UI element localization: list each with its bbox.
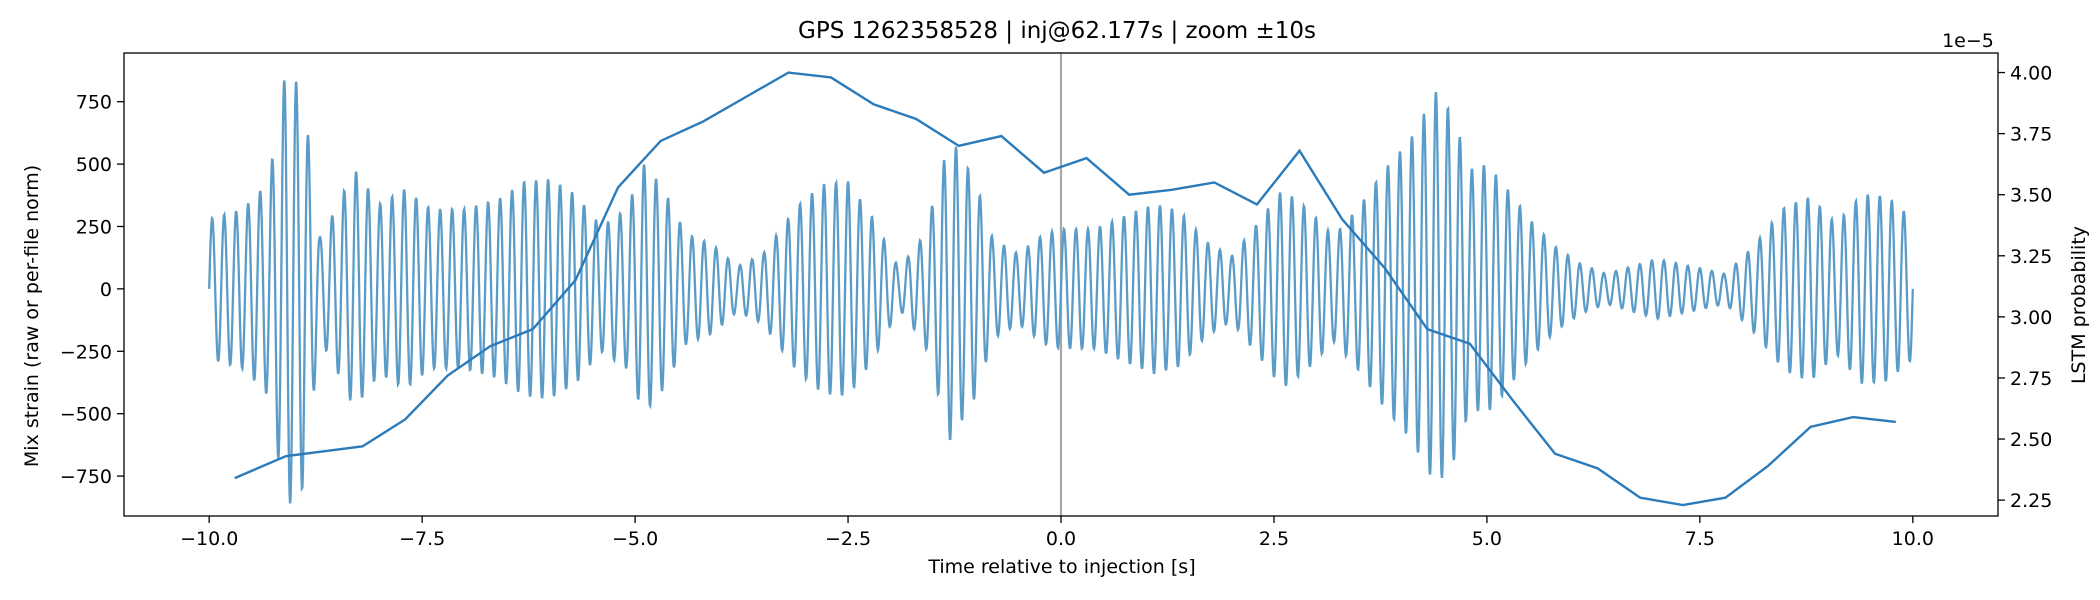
left-y-tick-label: −250 [60,341,112,363]
chart-title: GPS 1262358528 | inj@62.177s | zoom ±10s [798,18,1316,44]
left-y-axis: 750 500 250 0 −250 −500 −750 [60,92,124,488]
right-y-tick-label: 3.25 [2010,246,2052,268]
left-y-tick-label: −500 [60,404,112,426]
left-y-tick-label: 750 [76,92,112,114]
right-y-tick-label: 3.50 [2010,185,2052,207]
strain-series-line [208,80,1914,504]
right-y-tick-label: 4.00 [2010,63,2052,85]
right-y-tick-label: 3.00 [2010,307,2052,329]
x-tick-label: 5.0 [1472,528,1502,550]
left-y-tick-label: 0 [100,279,112,301]
left-y-tick-label: 500 [76,154,112,176]
x-axis: −10.0 −7.5 −5.0 −2.5 0.0 2.5 5.0 7.5 10.0 [180,516,1934,550]
right-y-axis: 4.00 3.75 3.50 3.25 3.00 2.75 2.50 2.25 [1998,63,2052,512]
x-tick-label: −5.0 [612,528,658,550]
x-tick-label: 0.0 [1046,528,1076,550]
left-y-tick-label: −750 [60,466,112,488]
x-tick-label: −10.0 [180,528,238,550]
x-tick-label: 10.0 [1892,528,1934,550]
lstm-probability-series-line [234,71,1896,507]
x-tick-label: 7.5 [1685,528,1715,550]
plot-area [123,52,1999,517]
right-y-tick-label: 2.75 [2010,368,2052,390]
x-tick-label: −7.5 [399,528,445,550]
right-y-axis-label: LSTM probability [2068,226,2090,384]
left-y-tick-label: 250 [76,216,112,238]
right-y-tick-label: 2.25 [2010,490,2052,512]
right-y-tick-label: 3.75 [2010,124,2052,146]
x-tick-label: 2.5 [1259,528,1289,550]
x-tick-label: −2.5 [825,528,871,550]
x-axis-label: Time relative to injection [s] [927,556,1195,578]
right-y-tick-label: 2.50 [2010,429,2052,451]
left-y-axis-label: Mix strain (raw or per-file norm) [21,165,43,467]
right-y-axis-offset-label: 1e−5 [1942,30,1994,52]
